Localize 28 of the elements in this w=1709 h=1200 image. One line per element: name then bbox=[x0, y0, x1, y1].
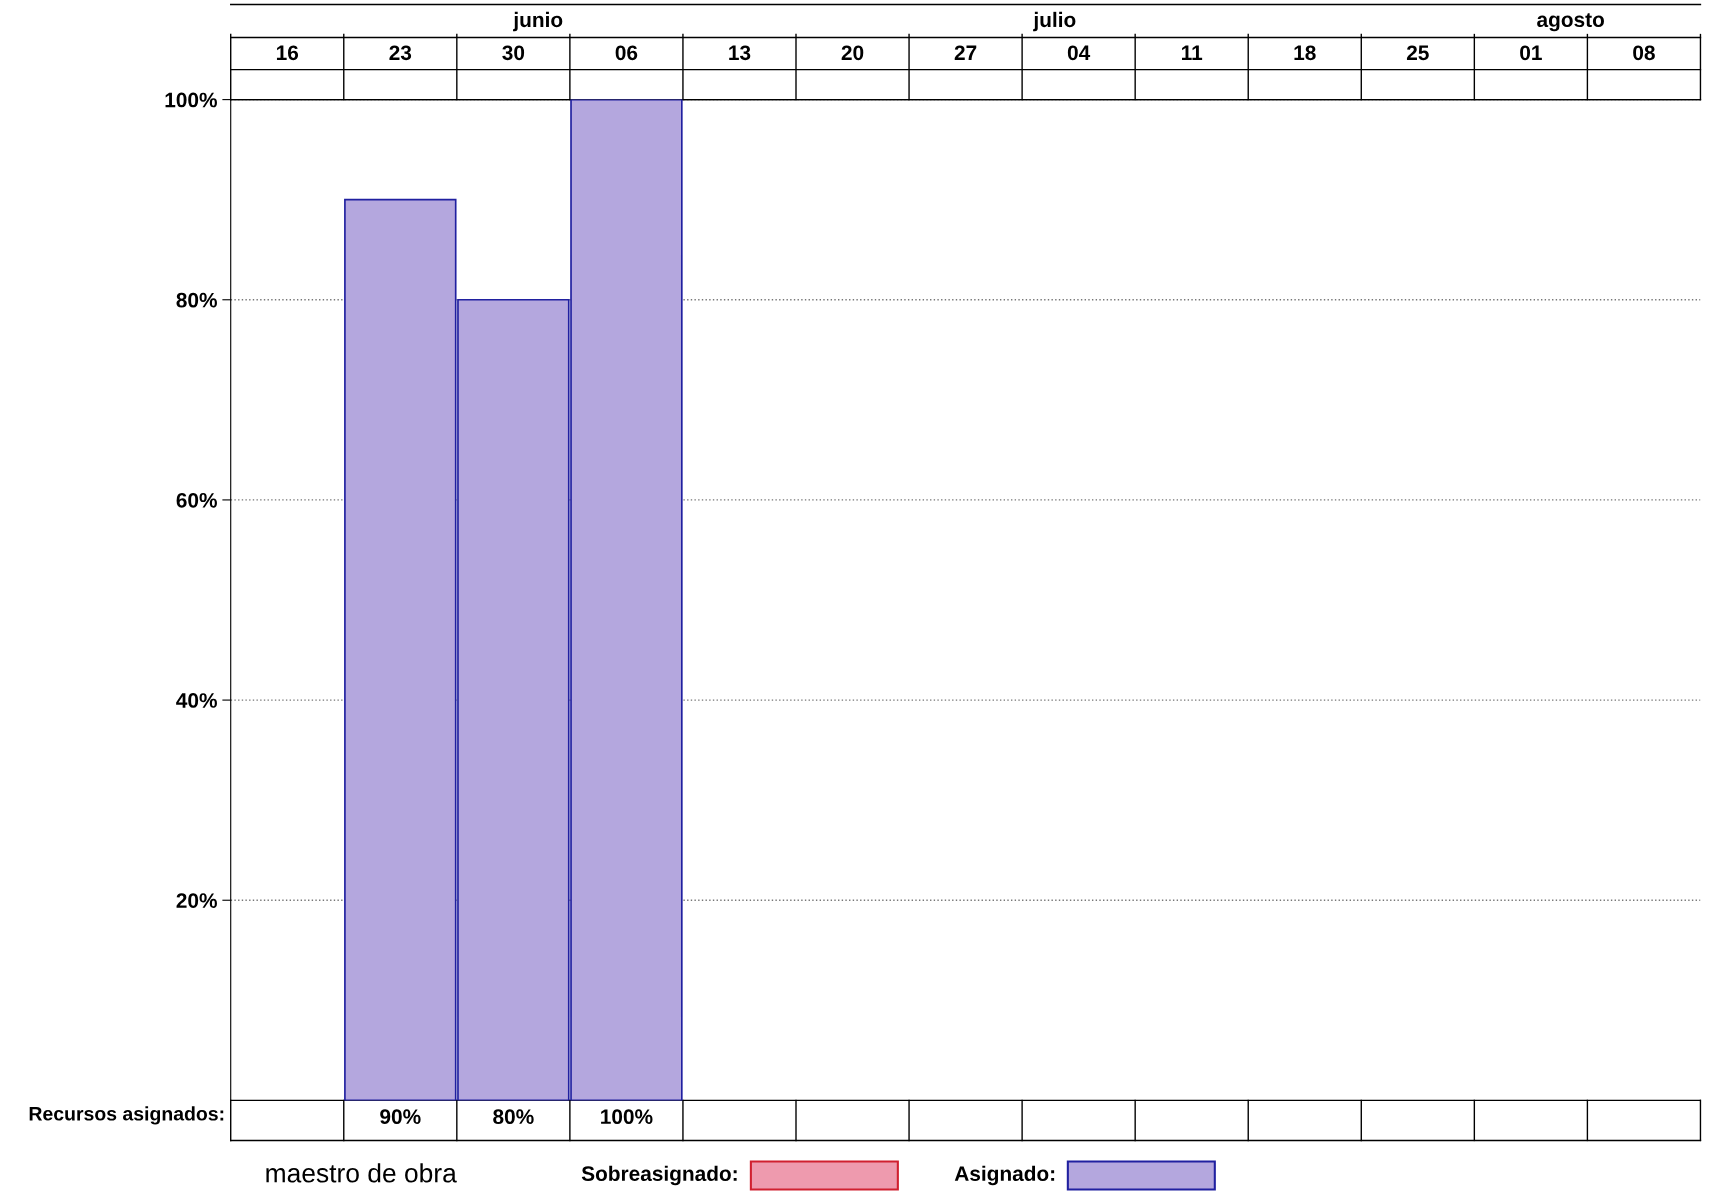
x-tick-label: 18 bbox=[1294, 45, 1316, 61]
x-tick-label: 04 bbox=[1067, 45, 1091, 61]
text: Recursos asignados: bbox=[29, 1106, 224, 1125]
x-tick-label: 30 bbox=[502, 45, 525, 61]
x-tick-label: 01 bbox=[1520, 45, 1542, 61]
x-tick-label: 23 bbox=[389, 45, 412, 61]
x-tick-label: 13 bbox=[729, 45, 751, 61]
text: Asignado: bbox=[954, 1165, 1055, 1186]
y-tick-label: 40% bbox=[176, 693, 217, 708]
x-tick-label: 27 bbox=[954, 45, 977, 60]
x-tick-label: 25 bbox=[1406, 45, 1429, 61]
text: junio bbox=[513, 11, 563, 32]
data-label: 100% bbox=[601, 1109, 653, 1125]
x-tick-label: 11 bbox=[1182, 45, 1203, 60]
text: agosto bbox=[1537, 13, 1604, 32]
x-tick-label: 20 bbox=[841, 45, 864, 61]
y-tick-label: 80% bbox=[176, 292, 217, 308]
x-tick-label: 06 bbox=[615, 45, 638, 61]
x-tick-label: 16 bbox=[276, 45, 299, 61]
text: maestro de obra bbox=[266, 1163, 457, 1183]
data-label: 90% bbox=[380, 1109, 421, 1125]
text: julio bbox=[1033, 11, 1076, 32]
text: Sobreasignado: bbox=[581, 1165, 737, 1186]
y-tick-label: 20% bbox=[176, 893, 217, 908]
data-label: 80% bbox=[493, 1109, 534, 1125]
y-tick-label: 100% bbox=[165, 92, 217, 108]
x-tick-label: 08 bbox=[1633, 45, 1655, 61]
y-tick-label: 60% bbox=[176, 492, 217, 508]
